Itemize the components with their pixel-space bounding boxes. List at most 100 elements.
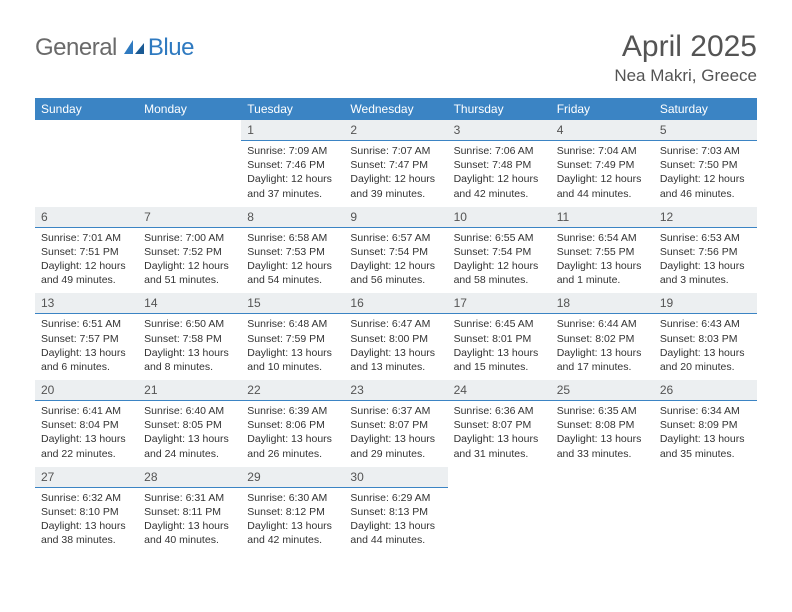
sunrise-line: Sunrise: 6:34 AM bbox=[660, 404, 751, 418]
day-number: 6 bbox=[35, 207, 138, 228]
day-number: 4 bbox=[551, 120, 654, 141]
sunrise-line: Sunrise: 7:03 AM bbox=[660, 144, 751, 158]
sunrise-line: Sunrise: 7:04 AM bbox=[557, 144, 648, 158]
sunrise-line: Sunrise: 6:54 AM bbox=[557, 231, 648, 245]
day-detail: Sunrise: 6:58 AMSunset: 7:53 PMDaylight:… bbox=[241, 228, 344, 294]
sunset-line: Sunset: 8:07 PM bbox=[454, 418, 545, 432]
day-detail: Sunrise: 6:31 AMSunset: 8:11 PMDaylight:… bbox=[138, 488, 241, 554]
day-detail: Sunrise: 7:09 AMSunset: 7:46 PMDaylight:… bbox=[241, 141, 344, 207]
daylight-line: Daylight: 12 hours and 49 minutes. bbox=[41, 259, 132, 287]
day-detail: Sunrise: 6:39 AMSunset: 8:06 PMDaylight:… bbox=[241, 401, 344, 467]
day-detail: Sunrise: 6:30 AMSunset: 8:12 PMDaylight:… bbox=[241, 488, 344, 554]
day-number: 30 bbox=[344, 467, 447, 488]
calendar-day-cell: 30Sunrise: 6:29 AMSunset: 8:13 PMDayligh… bbox=[344, 467, 447, 554]
day-detail: Sunrise: 6:37 AMSunset: 8:07 PMDaylight:… bbox=[344, 401, 447, 467]
sunset-line: Sunset: 8:00 PM bbox=[350, 332, 441, 346]
calendar-day-cell: 12Sunrise: 6:53 AMSunset: 7:56 PMDayligh… bbox=[654, 207, 757, 294]
calendar-day-cell: .. bbox=[654, 467, 757, 554]
weekday-header-row: Sunday Monday Tuesday Wednesday Thursday… bbox=[35, 98, 757, 120]
day-detail: Sunrise: 6:54 AMSunset: 7:55 PMDaylight:… bbox=[551, 228, 654, 294]
sunrise-line: Sunrise: 7:00 AM bbox=[144, 231, 235, 245]
day-number: 3 bbox=[448, 120, 551, 141]
daylight-line: Daylight: 13 hours and 13 minutes. bbox=[350, 346, 441, 374]
sunrise-line: Sunrise: 6:48 AM bbox=[247, 317, 338, 331]
daylight-line: Daylight: 12 hours and 39 minutes. bbox=[350, 172, 441, 200]
daylight-line: Daylight: 13 hours and 35 minutes. bbox=[660, 432, 751, 460]
calendar-day-cell: 20Sunrise: 6:41 AMSunset: 8:04 PMDayligh… bbox=[35, 380, 138, 467]
day-number: 19 bbox=[654, 293, 757, 314]
day-detail: Sunrise: 6:44 AMSunset: 8:02 PMDaylight:… bbox=[551, 314, 654, 380]
day-detail: Sunrise: 6:32 AMSunset: 8:10 PMDaylight:… bbox=[35, 488, 138, 554]
day-detail: Sunrise: 7:03 AMSunset: 7:50 PMDaylight:… bbox=[654, 141, 757, 207]
day-number: 25 bbox=[551, 380, 654, 401]
weekday-header: Friday bbox=[551, 98, 654, 120]
brand-sail-icon bbox=[122, 38, 146, 56]
daylight-line: Daylight: 13 hours and 38 minutes. bbox=[41, 519, 132, 547]
sunrise-line: Sunrise: 6:32 AM bbox=[41, 491, 132, 505]
sunset-line: Sunset: 8:06 PM bbox=[247, 418, 338, 432]
daylight-line: Daylight: 13 hours and 20 minutes. bbox=[660, 346, 751, 374]
weekday-header: Monday bbox=[138, 98, 241, 120]
calendar-day-cell: 8Sunrise: 6:58 AMSunset: 7:53 PMDaylight… bbox=[241, 207, 344, 294]
page-header: General Blue April 2025 Nea Makri, Greec… bbox=[35, 30, 757, 86]
sunrise-line: Sunrise: 7:07 AM bbox=[350, 144, 441, 158]
daylight-line: Daylight: 13 hours and 40 minutes. bbox=[144, 519, 235, 547]
daylight-line: Daylight: 13 hours and 17 minutes. bbox=[557, 346, 648, 374]
day-number: 9 bbox=[344, 207, 447, 228]
sunset-line: Sunset: 8:04 PM bbox=[41, 418, 132, 432]
weekday-header: Saturday bbox=[654, 98, 757, 120]
sunrise-line: Sunrise: 6:40 AM bbox=[144, 404, 235, 418]
day-detail: Sunrise: 6:48 AMSunset: 7:59 PMDaylight:… bbox=[241, 314, 344, 380]
day-detail: Sunrise: 6:51 AMSunset: 7:57 PMDaylight:… bbox=[35, 314, 138, 380]
sunrise-line: Sunrise: 6:41 AM bbox=[41, 404, 132, 418]
calendar-day-cell: 24Sunrise: 6:36 AMSunset: 8:07 PMDayligh… bbox=[448, 380, 551, 467]
sunrise-line: Sunrise: 6:36 AM bbox=[454, 404, 545, 418]
day-number: 16 bbox=[344, 293, 447, 314]
sunset-line: Sunset: 8:13 PM bbox=[350, 505, 441, 519]
day-number: 18 bbox=[551, 293, 654, 314]
day-detail: Sunrise: 7:01 AMSunset: 7:51 PMDaylight:… bbox=[35, 228, 138, 294]
calendar-day-cell: 18Sunrise: 6:44 AMSunset: 8:02 PMDayligh… bbox=[551, 293, 654, 380]
calendar-day-cell: .. bbox=[551, 467, 654, 554]
calendar-day-cell: 19Sunrise: 6:43 AMSunset: 8:03 PMDayligh… bbox=[654, 293, 757, 380]
day-detail: Sunrise: 6:40 AMSunset: 8:05 PMDaylight:… bbox=[138, 401, 241, 467]
daylight-line: Daylight: 13 hours and 3 minutes. bbox=[660, 259, 751, 287]
sunrise-line: Sunrise: 6:58 AM bbox=[247, 231, 338, 245]
calendar-week-row: 20 Sunrise: 6:41 AMSunset: 8:04 PM Dayligh… bbox=[35, 380, 757, 467]
day-detail: Sunrise: 6:35 AMSunset: 8:08 PMDaylight:… bbox=[551, 401, 654, 467]
sunrise-line: Sunrise: 6:39 AM bbox=[247, 404, 338, 418]
daylight-line: Daylight: 13 hours and 15 minutes. bbox=[454, 346, 545, 374]
day-detail: Sunrise: 6:29 AMSunset: 8:13 PMDaylight:… bbox=[344, 488, 447, 554]
sunset-line: Sunset: 7:59 PM bbox=[247, 332, 338, 346]
brand-text-blue: Blue bbox=[148, 34, 194, 62]
daylight-line: Daylight: 13 hours and 24 minutes. bbox=[144, 432, 235, 460]
sunset-line: Sunset: 7:48 PM bbox=[454, 158, 545, 172]
daylight-line: Daylight: 13 hours and 44 minutes. bbox=[350, 519, 441, 547]
sunset-line: Sunset: 8:01 PM bbox=[454, 332, 545, 346]
sunrise-line: Sunrise: 6:31 AM bbox=[144, 491, 235, 505]
daylight-line: Daylight: 12 hours and 42 minutes. bbox=[454, 172, 545, 200]
weekday-header: Wednesday bbox=[344, 98, 447, 120]
daylight-line: Daylight: 12 hours and 46 minutes. bbox=[660, 172, 751, 200]
title-block: April 2025 Nea Makri, Greece bbox=[614, 30, 757, 86]
sunset-line: Sunset: 7:53 PM bbox=[247, 245, 338, 259]
daylight-line: Daylight: 13 hours and 42 minutes. bbox=[247, 519, 338, 547]
sunrise-line: Sunrise: 6:50 AM bbox=[144, 317, 235, 331]
day-number: 20 bbox=[35, 380, 138, 401]
sunrise-line: Sunrise: 6:51 AM bbox=[41, 317, 132, 331]
calendar-day-cell: 22Sunrise: 6:39 AMSunset: 8:06 PMDayligh… bbox=[241, 380, 344, 467]
day-number: 5 bbox=[654, 120, 757, 141]
sunrise-line: Sunrise: 6:44 AM bbox=[557, 317, 648, 331]
day-detail: Sunrise: 7:00 AMSunset: 7:52 PMDaylight:… bbox=[138, 228, 241, 294]
sunset-line: Sunset: 8:10 PM bbox=[41, 505, 132, 519]
day-number: 23 bbox=[344, 380, 447, 401]
day-detail: Sunrise: 6:57 AMSunset: 7:54 PMDaylight:… bbox=[344, 228, 447, 294]
day-number: 28 bbox=[138, 467, 241, 488]
day-number: 29 bbox=[241, 467, 344, 488]
calendar-day-cell: 1Sunrise: 7:09 AMSunset: 7:46 PMDaylight… bbox=[241, 120, 344, 207]
sunset-line: Sunset: 7:46 PM bbox=[247, 158, 338, 172]
sunset-line: Sunset: 7:51 PM bbox=[41, 245, 132, 259]
sunset-line: Sunset: 7:58 PM bbox=[144, 332, 235, 346]
daylight-line: Daylight: 12 hours and 51 minutes. bbox=[144, 259, 235, 287]
calendar-day-cell: 5Sunrise: 7:03 AMSunset: 7:50 PMDaylight… bbox=[654, 120, 757, 207]
